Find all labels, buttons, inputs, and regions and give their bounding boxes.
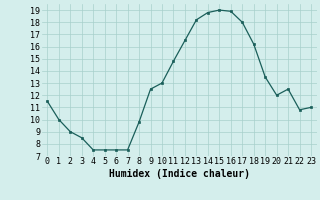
- X-axis label: Humidex (Indice chaleur): Humidex (Indice chaleur): [109, 169, 250, 179]
